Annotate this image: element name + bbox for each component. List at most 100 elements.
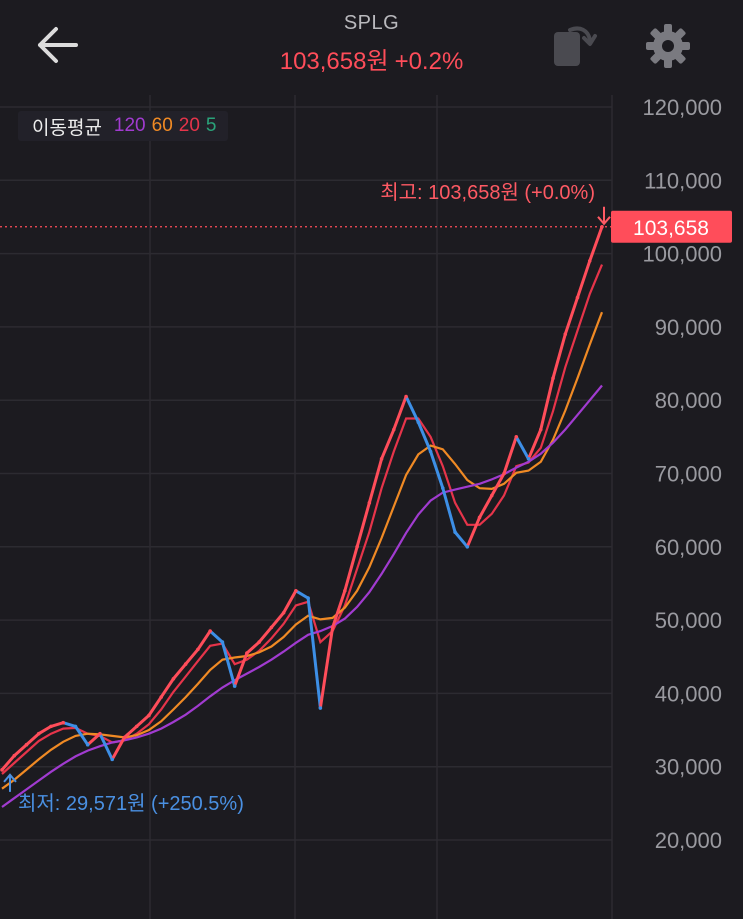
- price-point: [245, 651, 249, 655]
- current-price-tag-label: 103,658: [633, 217, 709, 240]
- low-arrow-icon: [3, 773, 17, 792]
- price-point: [441, 486, 445, 490]
- y-tick-label: 90,000: [655, 315, 722, 340]
- price-point: [110, 757, 115, 762]
- price-candle: [62, 721, 76, 728]
- price-point: [428, 449, 433, 454]
- price-point: [98, 731, 102, 736]
- rotate-screen-button[interactable]: [548, 22, 598, 70]
- price-candle: [245, 640, 261, 655]
- price-point: [404, 394, 408, 399]
- price-point: [0, 768, 4, 772]
- y-tick-label: 50,000: [655, 608, 722, 633]
- price-point: [134, 724, 139, 729]
- price-change: +0.2%: [394, 48, 464, 75]
- price-point: [61, 720, 66, 725]
- price-point: [73, 724, 78, 729]
- price-point: [220, 640, 225, 644]
- price-point: [306, 596, 310, 600]
- price-candle: [588, 226, 604, 262]
- ma60-label: 60: [151, 115, 173, 136]
- back-button[interactable]: [30, 22, 86, 68]
- y-tick-label: 70,000: [655, 462, 722, 487]
- price-candle: [514, 436, 530, 460]
- price-point: [551, 376, 555, 381]
- price-candle: [37, 725, 52, 736]
- moving-average-legend[interactable]: 이동평균 120 60 20 5: [18, 111, 229, 141]
- price-candle: [86, 732, 101, 746]
- chart-area[interactable]: 120,000 110,000 100,000 90,000 80,000 70,000 6…: [0, 95, 743, 919]
- price-point: [208, 629, 212, 633]
- price-point: [379, 457, 384, 461]
- price-point: [563, 332, 568, 337]
- header: SPLG 103,658원 +0.2%: [0, 0, 743, 95]
- price-candle: [306, 597, 322, 709]
- price-candle: [429, 451, 445, 489]
- ma20-label: 20: [178, 115, 200, 136]
- price-line: 103,658원 +0.2%: [0, 41, 743, 76]
- y-tick-label: 60,000: [655, 535, 722, 560]
- settings-button[interactable]: [642, 20, 694, 72]
- price-candle: [282, 590, 298, 614]
- price-point: [343, 588, 347, 593]
- price-candle: [196, 630, 212, 651]
- price-point: [453, 530, 457, 534]
- rotate-screen-icon: [554, 26, 597, 66]
- price-point: [183, 662, 188, 666]
- price-point: [122, 735, 127, 740]
- price-candle: [295, 589, 309, 600]
- y-tick-label: 80,000: [655, 388, 722, 413]
- price-candle: [551, 333, 567, 379]
- price-candle: [331, 590, 347, 628]
- price-candle: [539, 377, 555, 430]
- price-candle: [110, 736, 126, 761]
- y-tick-label: 20,000: [655, 828, 722, 853]
- price-candle: [123, 725, 138, 739]
- price-candle: [355, 502, 371, 548]
- title-block: SPLG 103,658원 +0.2%: [0, 12, 743, 76]
- price-candle: [465, 516, 481, 548]
- current-price-tag: [611, 210, 732, 243]
- y-tick-label: 30,000: [655, 755, 722, 780]
- price-candle: [527, 428, 543, 460]
- price-point: [538, 427, 543, 432]
- price-candle: [147, 696, 163, 717]
- price-chart[interactable]: 120,000 110,000 100,000 90,000 80,000 70,000 6…: [0, 95, 743, 919]
- price-candle: [490, 472, 506, 497]
- price-candle: [172, 663, 187, 680]
- price-point: [257, 640, 261, 644]
- price-candle: [98, 733, 114, 761]
- price-point: [392, 427, 396, 432]
- price-candle: [441, 487, 457, 533]
- price-candle: [159, 677, 175, 698]
- price-candle: [318, 627, 335, 709]
- price-candle: [343, 546, 359, 592]
- price-point: [269, 625, 274, 630]
- high-annotation: 최고: 103,658원 (+0.0%): [380, 181, 595, 204]
- price-point: [477, 515, 482, 520]
- price-candle: [209, 629, 224, 644]
- low-annotation: 최저: 29,571원 (+250.5%): [18, 792, 244, 815]
- price-point: [24, 742, 29, 747]
- price-point: [489, 493, 494, 498]
- price-point: [526, 457, 531, 461]
- ma60-line: [1, 311, 604, 790]
- ma20-line: [1, 264, 604, 775]
- price-point: [159, 695, 163, 699]
- price-candle: [563, 297, 579, 335]
- price-point: [36, 731, 41, 736]
- price-point: [587, 259, 592, 263]
- price-candle: [576, 260, 592, 299]
- price-candle: [270, 611, 285, 629]
- price-candle: [416, 421, 432, 453]
- price-point: [502, 471, 506, 476]
- price-candle: [50, 721, 64, 728]
- price-candle: [478, 494, 494, 519]
- price-candle: [135, 714, 150, 728]
- price-point: [171, 676, 176, 681]
- ticker-symbol: SPLG: [343, 12, 400, 34]
- price-candle: [25, 732, 40, 746]
- price-candle: [257, 626, 273, 644]
- price-candle: [233, 652, 249, 687]
- y-tick-label: 120,000: [642, 95, 722, 120]
